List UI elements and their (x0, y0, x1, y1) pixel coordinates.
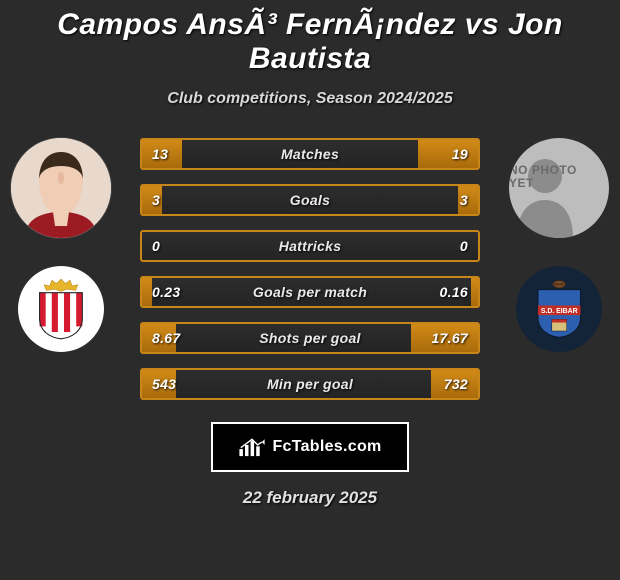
page-title: Campos AnsÃ³ FernÃ¡ndez vs Jon Bautista (0, 0, 620, 76)
stat-value-right: 0.16 (440, 284, 468, 300)
stat-bar-right (471, 278, 478, 306)
stat-value-left: 8.67 (152, 330, 180, 346)
stat-value-left: 0.23 (152, 284, 180, 300)
stat-label: Min per goal (267, 376, 353, 392)
stat-label: Shots per goal (259, 330, 360, 346)
branding-badge[interactable]: FcTables.com (211, 422, 409, 472)
stat-row-min-per-goal: 543 Min per goal 732 (140, 368, 480, 400)
stat-value-right: 0 (460, 238, 468, 254)
stat-row-goals: 3 Goals 3 (140, 184, 480, 216)
player-left-face-icon (11, 138, 111, 238)
no-photo-label: NO PHOTO YET (509, 164, 601, 190)
stat-row-hattricks: 0 Hattricks 0 (140, 230, 480, 262)
stat-value-left: 0 (152, 238, 160, 254)
club-right-badge: S.D. EIBAR (516, 266, 602, 352)
stat-value-left: 543 (152, 376, 176, 392)
stat-value-right: 732 (444, 376, 468, 392)
club-right-crest-icon: S.D. EIBAR (530, 280, 588, 338)
stat-bar-right (418, 140, 478, 168)
stat-value-right: 19 (452, 146, 468, 162)
comparison-arena: NO PHOTO YET S.D. EIBAR 13 Matches 19 (0, 138, 620, 400)
subtitle: Club competitions, Season 2024/2025 (0, 90, 620, 108)
club-left-badge (18, 266, 104, 352)
player-right-avatar: NO PHOTO YET (509, 138, 609, 238)
stat-row-goals-per-match: 0.23 Goals per match 0.16 (140, 276, 480, 308)
stat-value-left: 3 (152, 192, 160, 208)
right-column: NO PHOTO YET S.D. EIBAR (504, 138, 614, 352)
stat-value-left: 13 (152, 146, 168, 162)
date-text: 22 february 2025 (0, 488, 620, 508)
stat-label: Goals per match (253, 284, 367, 300)
stat-row-matches: 13 Matches 19 (140, 138, 480, 170)
stats-table: 13 Matches 19 3 Goals 3 0 Hattricks 0 0.… (140, 138, 480, 400)
player-left-avatar (11, 138, 111, 238)
brand-bars-icon (238, 436, 266, 458)
club-left-crest-icon (30, 278, 92, 340)
brand-text: FcTables.com (272, 438, 381, 456)
stat-row-shots-per-goal: 8.67 Shots per goal 17.67 (140, 322, 480, 354)
stat-value-right: 3 (460, 192, 468, 208)
stat-value-right: 17.67 (431, 330, 468, 346)
left-column (6, 138, 116, 352)
stat-label: Hattricks (279, 238, 342, 254)
stat-label: Matches (281, 146, 339, 162)
svg-text:S.D. EIBAR: S.D. EIBAR (541, 308, 578, 315)
stat-bar-left (142, 278, 152, 306)
stat-label: Goals (290, 192, 330, 208)
